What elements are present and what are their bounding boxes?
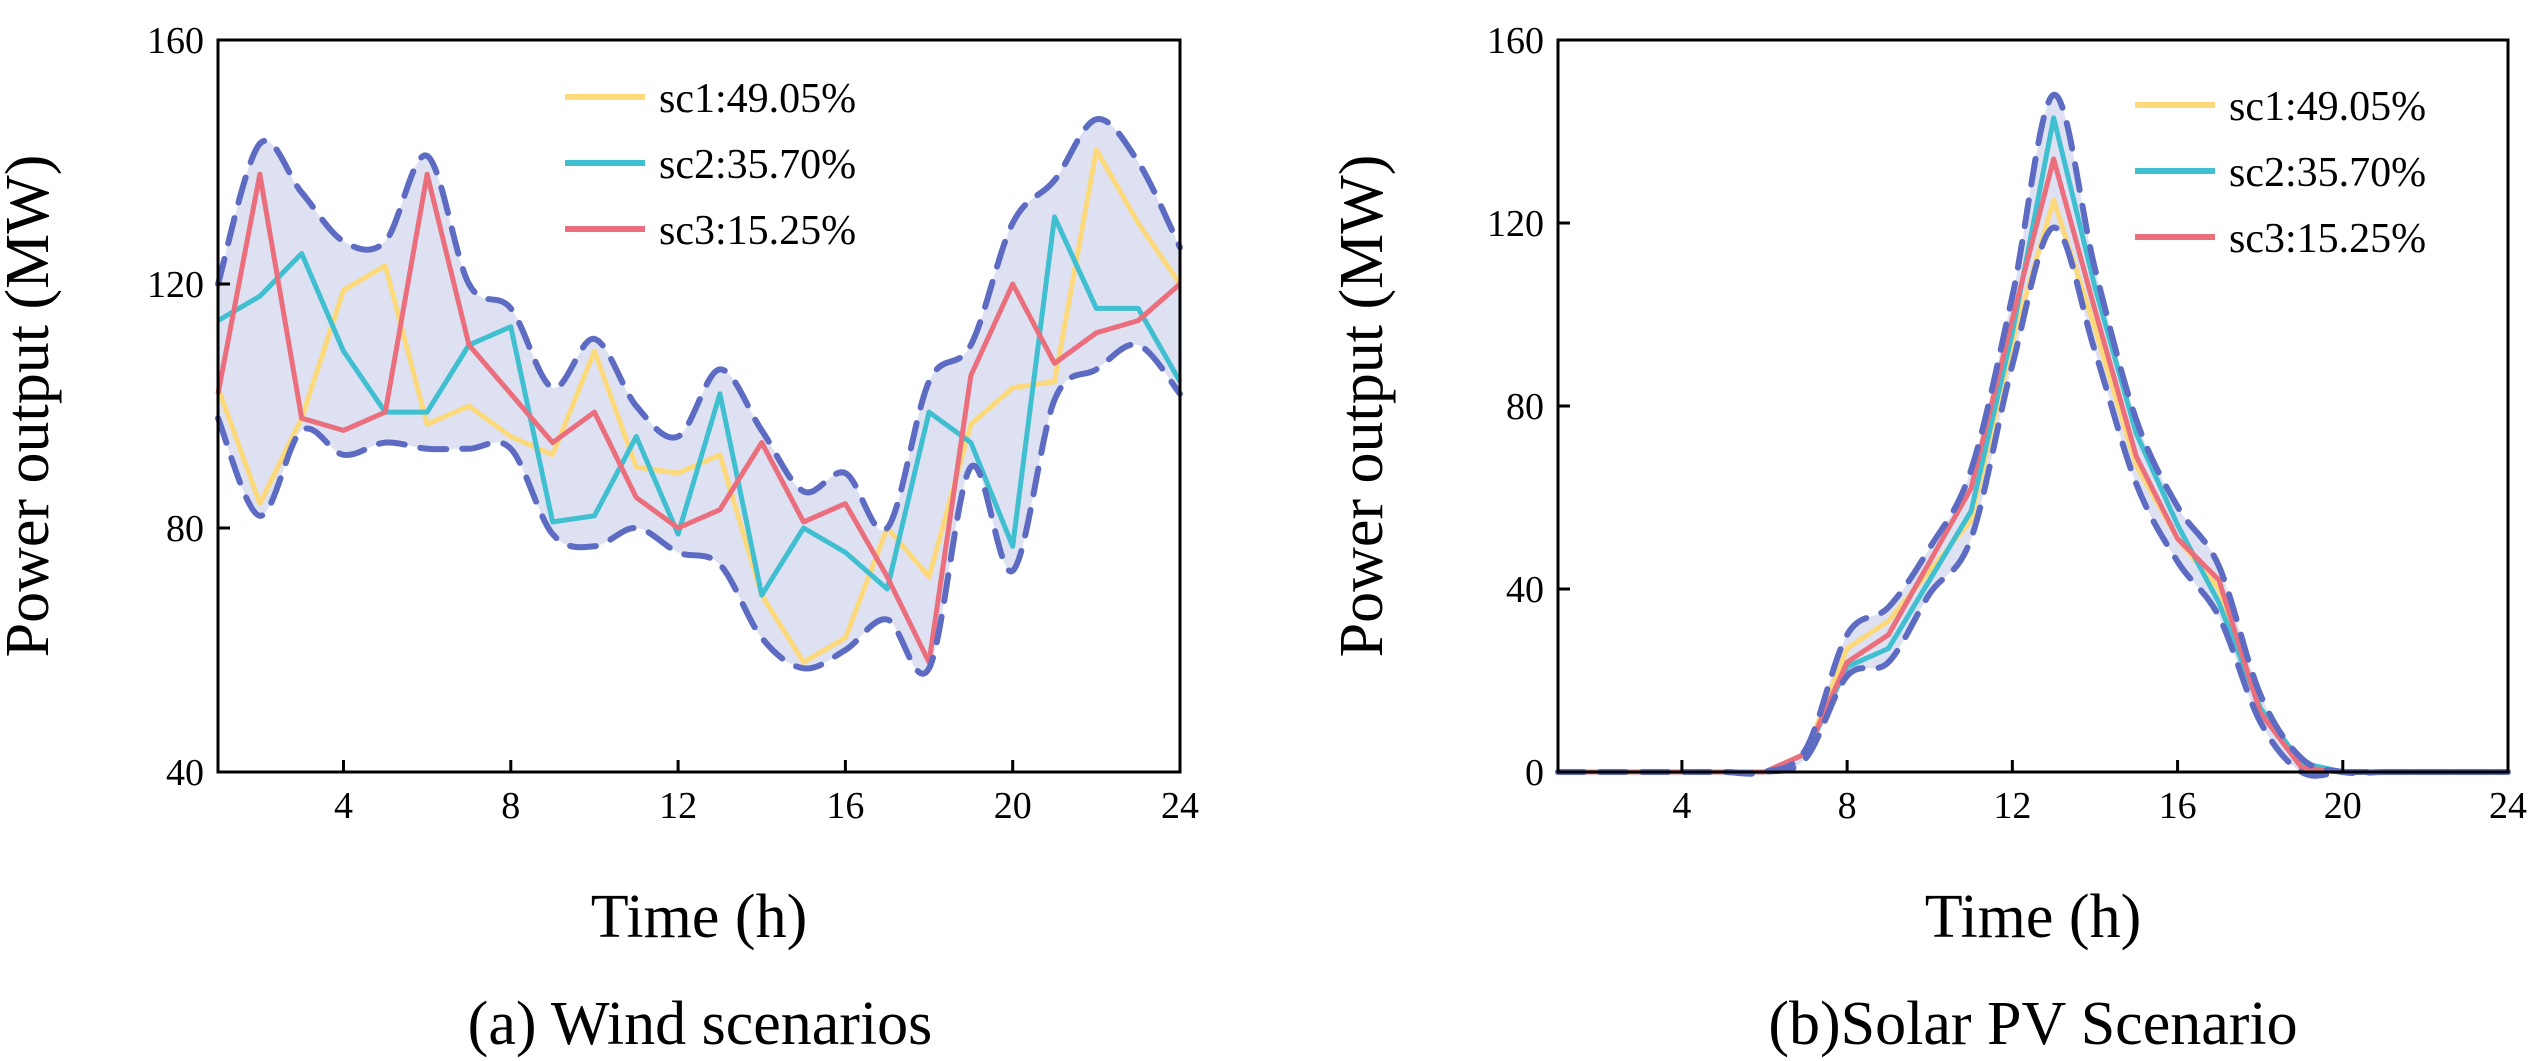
x-tick-label: 4: [1672, 785, 1691, 827]
y-tick-label: 120: [1487, 203, 1544, 245]
x-tick-label: 12: [1993, 785, 2031, 827]
x-tick-label: 16: [826, 785, 864, 827]
y-axis-label: Power output (MW): [0, 155, 62, 658]
y-tick-label: 40: [166, 752, 204, 794]
wind-scenarios-panel: 4 8 12 16 20 24 40 80 120 160 Time (h) Power output…: [0, 20, 1199, 1058]
x-tick-label: 4: [334, 785, 353, 827]
panel-title: (a) Wind scenarios: [468, 990, 933, 1058]
y-axis-label: Power output (MW): [1328, 155, 1396, 658]
x-axis-label: Time (h): [591, 883, 807, 951]
plot-frame: [216, 38, 1182, 774]
band-lower-edge: [215, 341, 1183, 677]
y-tick-label: 120: [147, 264, 204, 306]
panel-title: (b)Solar PV Scenario: [1768, 990, 2297, 1058]
series-line-sc3: [215, 171, 1182, 665]
x-axis-label: Time (h): [1925, 883, 2141, 951]
x-tick-label: 20: [2324, 785, 2362, 827]
y-tick-label: 40: [1506, 569, 1544, 611]
legend-label-sc1: sc1:49.05%: [659, 76, 856, 122]
legend-label-sc2: sc2:35.70%: [659, 142, 856, 188]
x-tick-label: 8: [501, 785, 520, 827]
y-tick-label: 160: [1487, 20, 1544, 62]
x-tick-label: 24: [2489, 785, 2527, 827]
solar-pv-panel: 4 8 12 16 20 24 0 40 80 120 160 Time (h) Power outpu…: [1328, 20, 2527, 1058]
uncertainty-band: [1558, 94, 2508, 776]
y-tick-label: 0: [1525, 752, 1544, 794]
x-tick-label: 12: [659, 785, 697, 827]
legend-label-sc3: sc3:15.25%: [659, 208, 856, 254]
x-tick-label: 24: [1161, 785, 1199, 827]
series-line-sc2: [216, 214, 1183, 598]
x-tick-label: 20: [994, 785, 1032, 827]
y-tick-label: 80: [1506, 386, 1544, 428]
x-tick-label: 8: [1838, 785, 1857, 827]
legend-label-sc1: sc1:49.05%: [2229, 84, 2426, 130]
y-tick-label: 160: [147, 20, 204, 62]
legend-label-sc3: sc3:15.25%: [2229, 216, 2426, 262]
legend-label-sc2: sc2:35.70%: [2229, 150, 2426, 196]
x-tick-label: 16: [2159, 785, 2197, 827]
band-lower-edge: [1555, 224, 2511, 779]
band-upper-edge: [215, 116, 1183, 534]
y-tick-label: 80: [166, 508, 204, 550]
